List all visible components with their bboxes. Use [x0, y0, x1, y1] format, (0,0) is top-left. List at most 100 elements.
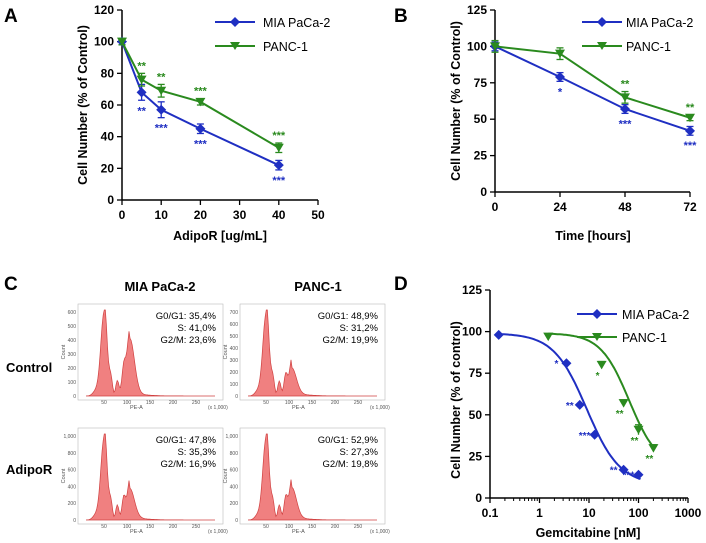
marker-triangle	[136, 75, 147, 85]
x-tick-label: 1000	[675, 506, 702, 520]
significance-label: ***	[272, 175, 286, 187]
x-tick-label: 100	[628, 506, 648, 520]
d-y-ticks: 0 25 50 75 100 125	[462, 283, 490, 505]
y-tick-label: 75	[474, 76, 488, 90]
hist-y-tick-label: 100	[230, 382, 239, 388]
histogram-fill	[247, 309, 377, 397]
significance-label: ***	[619, 118, 633, 130]
hist-stat-g2m: G2/M: 19,9%	[323, 335, 379, 346]
hist-y-label: Count	[61, 468, 67, 483]
histogram-panc-adipor: G0/G1: 52,9% S: 27,3% G2/M: 19,8% PE-A (…	[223, 427, 390, 535]
hist-x-label: PE-A	[130, 405, 143, 411]
marker-diamond	[620, 104, 630, 115]
hist-y-tick-label: 600	[230, 468, 239, 474]
hist-y-tick-label: 200	[68, 501, 77, 507]
hist-y-tick-label: 300	[68, 352, 77, 358]
d-plot-area: ******** **********	[493, 329, 659, 482]
b-x-label: Time [hours]	[555, 229, 630, 243]
marker-diamond	[685, 125, 695, 136]
y-tick-label: 60	[101, 98, 115, 112]
marker-diamond	[589, 429, 600, 440]
a-legend: MIA PaCa-2 PANC-1	[215, 16, 330, 54]
hist-x-tick-label: 50	[101, 400, 107, 406]
d-legend-label-panc: PANC-1	[622, 331, 667, 345]
hist-y-tick-label: 400	[68, 338, 77, 344]
panel-label-d: D	[394, 274, 408, 295]
hist-x-scale: (x 1,000)	[370, 405, 390, 411]
hist-y-tick-label: 700	[230, 310, 239, 316]
hist-x-tick-label: 150	[146, 400, 155, 406]
b-legend-marker-mia	[597, 17, 607, 27]
hist-y-tick-label: 400	[230, 346, 239, 352]
hist-x-label: PE-A	[292, 405, 305, 411]
x-tick-label: 50	[311, 208, 325, 222]
b-legend-label-mia: MIA PaCa-2	[626, 16, 693, 30]
a-y-ticks: 0 20 40 60 80 100 120	[94, 3, 122, 207]
hist-x-tick-label: 150	[308, 524, 317, 530]
d-legend-marker-panc	[592, 333, 602, 341]
hist-y-tick-label: 200	[68, 366, 77, 372]
x-tick-label: 0	[492, 200, 499, 214]
significance-label: ***	[272, 130, 286, 142]
y-tick-label: 80	[101, 66, 115, 80]
marker-triangle	[633, 425, 644, 435]
hist-y-tick-label: 800	[68, 451, 77, 457]
marker-diamond	[273, 160, 284, 171]
panel-label-a: A	[4, 6, 18, 27]
d-legend-label-mia: MIA PaCa-2	[622, 308, 689, 322]
significance-label: **	[646, 454, 654, 465]
significance-label: **	[621, 79, 630, 91]
significance-label: *	[558, 86, 563, 98]
y-tick-label: 25	[474, 149, 488, 163]
hist-x-label: PE-A	[292, 529, 305, 535]
hist-stat-g1: G0/G1: 52,9%	[318, 435, 379, 446]
panel-label-c: C	[4, 274, 18, 295]
hist-y-tick-label: 0	[73, 394, 76, 400]
hist-y-tick-label: 500	[68, 324, 77, 330]
significance-label: **	[686, 102, 695, 114]
significance-label: *	[554, 359, 558, 370]
d-x-ticks: 0.1 1 10 100 1000	[482, 498, 702, 520]
x-tick-label: 0	[119, 208, 126, 222]
marker-diamond	[136, 87, 147, 98]
significance-label: **	[566, 401, 574, 412]
hist-x-tick-label: 250	[192, 400, 201, 406]
hist-y-label: Count	[61, 344, 67, 359]
hist-x-tick-label: 100	[285, 400, 294, 406]
panel-c: C MIA PaCa-2 PANC-1 Control AdipoR G0/G1…	[4, 274, 390, 535]
a-x-ticks: 0 10 20 30 40 50	[119, 200, 325, 222]
c-col-title-panc: PANC-1	[294, 279, 341, 294]
hist-y-label: Count	[223, 344, 229, 359]
a-legend-marker-mia	[230, 17, 240, 27]
a-y-label: Cell Number (% of Control)	[76, 25, 90, 185]
b-plot-area: ***********	[490, 39, 697, 152]
significance-label: ***	[155, 123, 169, 135]
panel-label-b: B	[394, 6, 408, 27]
hist-stat-g1: G0/G1: 35,4%	[156, 311, 217, 322]
hist-stat-s: S: 31,2%	[339, 323, 378, 334]
y-tick-label: 100	[467, 39, 487, 53]
b-y-label: Cell Number (% of Control)	[449, 21, 463, 181]
series-line-mia	[494, 45, 691, 132]
hist-frame	[239, 303, 386, 401]
b-y-ticks: 0 25 50 75 100 125	[467, 3, 495, 199]
histogram-fill	[85, 309, 215, 397]
hist-stat-s: S: 35,3%	[177, 447, 216, 458]
a-legend-label-mia: MIA PaCa-2	[263, 16, 330, 30]
c-row-label-control: Control	[6, 360, 52, 375]
x-tick-label: 48	[618, 200, 632, 214]
x-tick-label: 1	[536, 506, 543, 520]
y-tick-label: 25	[469, 449, 483, 463]
y-tick-label: 125	[462, 283, 482, 297]
y-tick-label: 75	[469, 366, 483, 380]
y-tick-label: 20	[101, 161, 115, 175]
marker-triangle	[490, 42, 500, 51]
panel-b: B 0 24 48 72 0 25 50 75 100 125 Time [hours] Cel…	[394, 3, 697, 243]
y-tick-label: 0	[480, 185, 487, 199]
d-x-label: Gemcitabine [nM]	[536, 526, 641, 540]
y-tick-label: 120	[94, 3, 114, 17]
marker-triangle	[117, 37, 127, 47]
c-col-title-mia: MIA PaCa-2	[124, 279, 195, 294]
hist-y-tick-label: 400	[68, 484, 77, 490]
